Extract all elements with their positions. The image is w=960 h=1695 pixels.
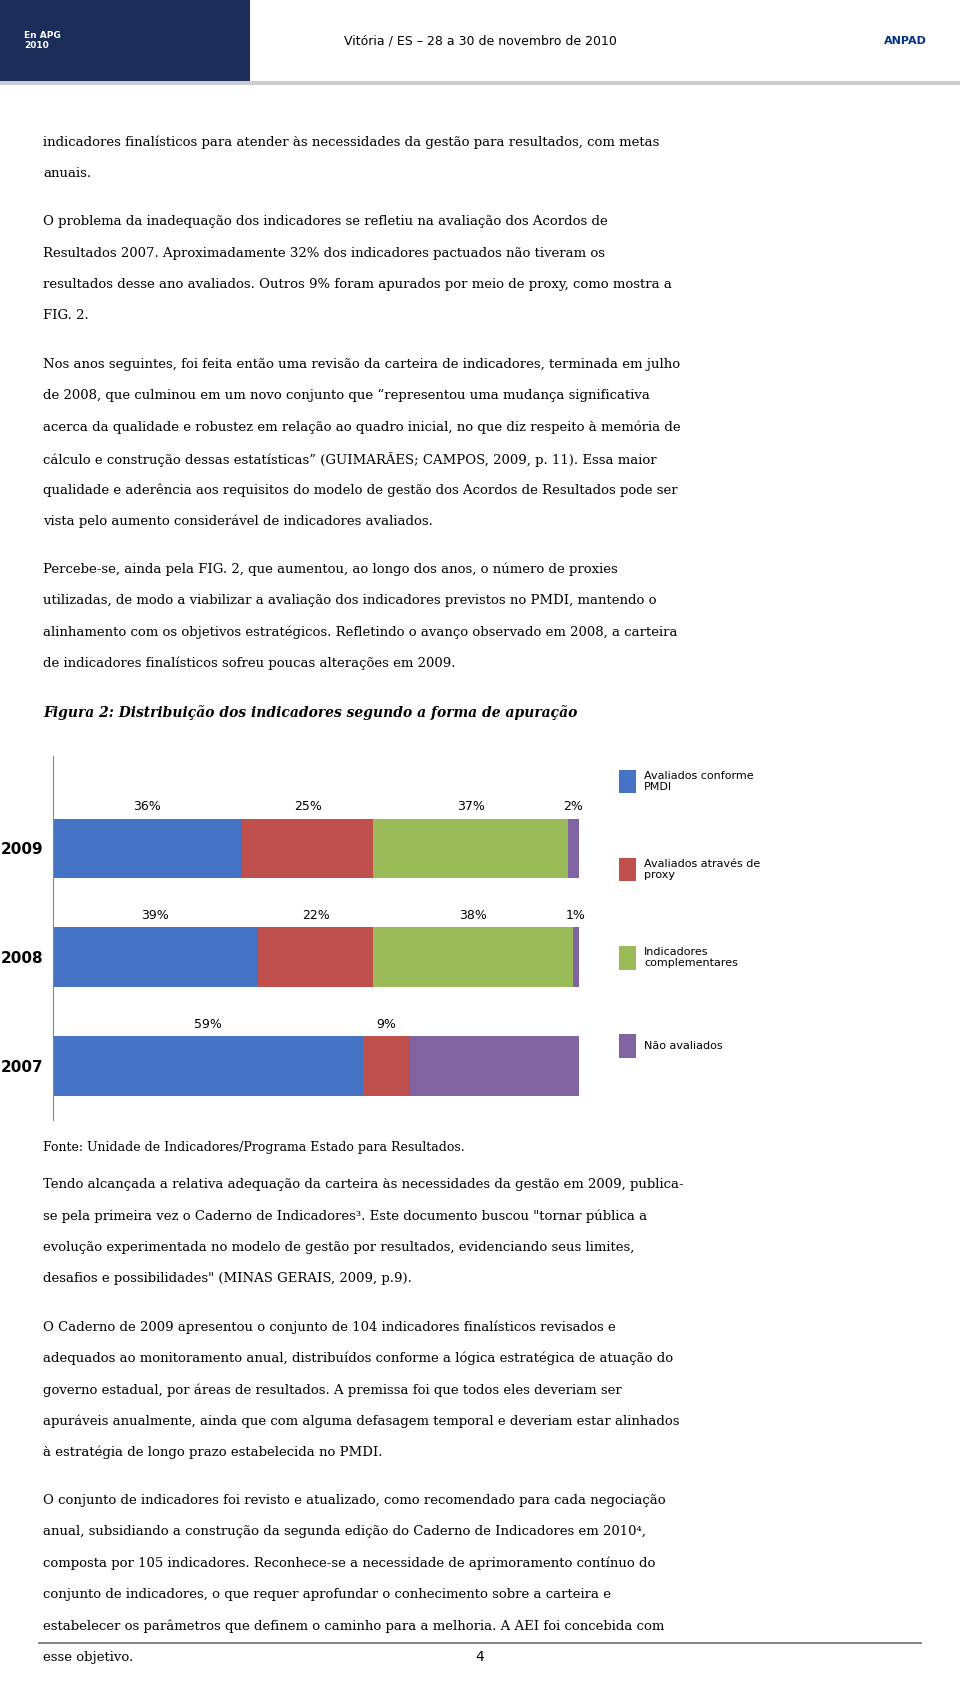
Text: utilizadas, de modo a viabilizar a avaliação dos indicadores previstos no PMDI, : utilizadas, de modo a viabilizar a avali… — [43, 593, 657, 607]
Text: composta por 105 indicadores. Reconhece-se a necessidade de aprimoramento contín: composta por 105 indicadores. Reconhece-… — [43, 1556, 656, 1570]
FancyBboxPatch shape — [619, 946, 636, 970]
Text: anuais.: anuais. — [43, 166, 91, 180]
Bar — [242, 819, 373, 878]
Text: adequados ao monitoramento anual, distribuídos conforme a lógica estratégica de : adequados ao monitoramento anual, distri… — [43, 1351, 673, 1364]
Text: Nos anos seguintes, foi feita então uma revisão da carteira de indicadores, term: Nos anos seguintes, foi feita então uma … — [43, 358, 681, 371]
Text: 36%: 36% — [133, 800, 161, 814]
Text: O Caderno de 2009 apresentou o conjunto de 104 indicadores finalísticos revisado: O Caderno de 2009 apresentou o conjunto … — [43, 1320, 616, 1334]
Bar — [363, 1036, 410, 1097]
FancyBboxPatch shape — [0, 0, 250, 81]
Text: vista pelo aumento considerável de indicadores avaliados.: vista pelo aumento considerável de indic… — [43, 514, 433, 527]
Text: qualidade e aderência aos requisitos do modelo de gestão dos Acordos de Resultad: qualidade e aderência aos requisitos do … — [43, 483, 678, 497]
FancyBboxPatch shape — [619, 770, 636, 793]
Text: desafios e possibilidades" (MINAS GERAIS, 2009, p.9).: desafios e possibilidades" (MINAS GERAIS… — [43, 1271, 412, 1285]
Text: de indicadores finalísticos sofreu poucas alterações em 2009.: de indicadores finalísticos sofreu pouca… — [43, 656, 456, 670]
Text: 9%: 9% — [376, 1017, 396, 1031]
Text: à estratégia de longo prazo estabelecida no PMDI.: à estratégia de longo prazo estabelecida… — [43, 1446, 383, 1459]
Text: Vitória / ES – 28 a 30 de novembro de 2010: Vitória / ES – 28 a 30 de novembro de 20… — [344, 34, 616, 47]
FancyBboxPatch shape — [619, 858, 636, 881]
FancyBboxPatch shape — [0, 81, 960, 85]
Text: se pela primeira vez o Caderno de Indicadores³. Este documento buscou "tornar pú: se pela primeira vez o Caderno de Indica… — [43, 1209, 647, 1222]
Text: de 2008, que culminou em um novo conjunto que “representou uma mudança significa: de 2008, que culminou em um novo conjunt… — [43, 388, 650, 402]
Bar — [258, 927, 373, 986]
Text: acerca da qualidade e robustez em relação ao quadro inicial, no que diz respeito: acerca da qualidade e robustez em relaçã… — [43, 420, 681, 434]
Bar — [573, 927, 579, 986]
FancyBboxPatch shape — [720, 0, 960, 81]
Text: Resultados 2007. Aproximadamente 32% dos indicadores pactuados não tiveram os: Resultados 2007. Aproximadamente 32% dos… — [43, 246, 605, 259]
Text: apuráveis anualmente, ainda que com alguma defasagem temporal e deveriam estar a: apuráveis anualmente, ainda que com algu… — [43, 1414, 680, 1427]
Text: Avaliados através de
proxy: Avaliados através de proxy — [644, 859, 760, 880]
Text: evolução experimentada no modelo de gestão por resultados, evidenciando seus lim: evolução experimentada no modelo de gest… — [43, 1241, 635, 1254]
Text: 22%: 22% — [301, 909, 329, 922]
Text: 25%: 25% — [294, 800, 322, 814]
Text: alinhamento com os objetivos estratégicos. Refletindo o avanço observado em 2008: alinhamento com os objetivos estratégico… — [43, 625, 678, 639]
Text: estabelecer os parâmetros que definem o caminho para a melhoria. A AEI foi conce: estabelecer os parâmetros que definem o … — [43, 1619, 664, 1632]
Text: anual, subsidiando a construção da segunda edição do Caderno de Indicadores em 2: anual, subsidiando a construção da segun… — [43, 1526, 646, 1539]
Text: 4: 4 — [475, 1651, 485, 1664]
Text: cálculo e construção dessas estatísticas” (GUIMARÃES; CAMPOS, 2009, p. 11). Essa: cálculo e construção dessas estatísticas… — [43, 451, 657, 466]
Bar — [53, 819, 242, 878]
FancyBboxPatch shape — [38, 1642, 922, 1644]
Text: O conjunto de indicadores foi revisto e atualizado, como recomendado para cada n: O conjunto de indicadores foi revisto e … — [43, 1493, 666, 1507]
Text: En APG
2010: En APG 2010 — [24, 31, 60, 51]
Text: resultados desse ano avaliados. Outros 9% foram apurados por meio de proxy, como: resultados desse ano avaliados. Outros 9… — [43, 278, 672, 292]
Bar — [568, 819, 579, 878]
FancyBboxPatch shape — [250, 0, 720, 81]
Text: conjunto de indicadores, o que requer aprofundar o conhecimento sobre a carteira: conjunto de indicadores, o que requer ap… — [43, 1588, 612, 1602]
Text: Indicadores
complementares: Indicadores complementares — [644, 948, 738, 968]
Text: 38%: 38% — [460, 909, 488, 922]
Text: Figura 2: Distribuição dos indicadores segundo a forma de apuração: Figura 2: Distribuição dos indicadores s… — [43, 705, 578, 720]
Text: 39%: 39% — [141, 909, 169, 922]
Text: Avaliados conforme
PMDI: Avaliados conforme PMDI — [644, 771, 754, 792]
Text: 2%: 2% — [564, 800, 583, 814]
Text: Tendo alcançada a relativa adequação da carteira às necessidades da gestão em 20: Tendo alcançada a relativa adequação da … — [43, 1178, 684, 1192]
Bar — [373, 819, 568, 878]
Text: 37%: 37% — [457, 800, 485, 814]
Text: Percebe-se, ainda pela FIG. 2, que aumentou, ao longo dos anos, o número de prox: Percebe-se, ainda pela FIG. 2, que aumen… — [43, 563, 618, 576]
Text: Não avaliados: Não avaliados — [644, 1041, 723, 1051]
Text: indicadores finalísticos para atender às necessidades da gestão para resultados,: indicadores finalísticos para atender às… — [43, 136, 660, 149]
Text: ANPAD: ANPAD — [883, 36, 926, 46]
Bar — [410, 1036, 579, 1097]
Text: 59%: 59% — [194, 1017, 222, 1031]
FancyBboxPatch shape — [619, 1034, 636, 1058]
Bar — [53, 1036, 363, 1097]
Text: O problema da inadequação dos indicadores se refletiu na avaliação dos Acordos d: O problema da inadequação dos indicadore… — [43, 215, 608, 229]
Bar — [53, 927, 258, 986]
Bar — [373, 927, 573, 986]
Text: Fonte: Unidade de Indicadores/Programa Estado para Resultados.: Fonte: Unidade de Indicadores/Programa E… — [43, 1141, 465, 1154]
Text: esse objetivo.: esse objetivo. — [43, 1651, 133, 1664]
Text: governo estadual, por áreas de resultados. A premissa foi que todos eles deveria: governo estadual, por áreas de resultado… — [43, 1383, 622, 1397]
Text: 1%: 1% — [566, 909, 586, 922]
Text: FIG. 2.: FIG. 2. — [43, 308, 89, 322]
